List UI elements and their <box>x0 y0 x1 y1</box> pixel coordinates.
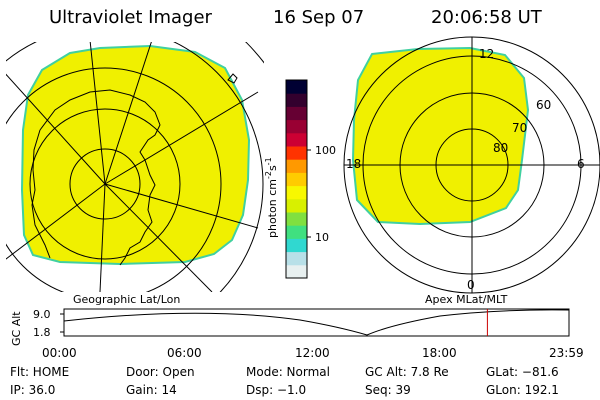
mag-auroral-image <box>351 46 530 226</box>
alt-ytick-high: 9.0 <box>33 308 51 321</box>
colorbar-cell <box>286 159 307 173</box>
mlat-label-60: 60 <box>536 98 551 112</box>
dsp-status: Dsp: −1.0 <box>246 383 307 397</box>
alt-xtick-0000: 00:00 <box>42 346 77 360</box>
alt-ylabel: GC Alt <box>10 311 23 346</box>
filter-status: Flt: HOME <box>10 365 70 379</box>
colorbar-cell <box>286 80 307 94</box>
geo-coastline <box>31 89 161 266</box>
colorbar-cell <box>286 106 307 121</box>
mlat-label-80: 80 <box>493 141 508 155</box>
colorbar-cell <box>286 212 307 226</box>
colorbar-cell <box>286 93 307 107</box>
altitude-curve <box>63 309 570 336</box>
colorbar-cell <box>286 132 307 147</box>
door-status: Door: Open <box>126 365 195 379</box>
alt-ytick-low: 1.8 <box>33 326 51 339</box>
glon-status: GLon: 192.1 <box>486 383 559 397</box>
ip-status: IP: 36.0 <box>10 383 56 397</box>
alt-xtick-0600: 06:00 <box>167 346 202 360</box>
colorbar-cell <box>286 198 307 213</box>
altitude-timeline: 9.0 1.8 GC Alt 00:00 06:00 12:00 18:00 2… <box>10 308 584 360</box>
time-label: 20:06:58 UT <box>431 7 542 28</box>
instrument-title: Ultraviolet Imager <box>49 7 212 28</box>
colorbar-cell <box>286 185 307 200</box>
mag-panel-label: Apex MLat/MLT <box>425 293 508 306</box>
mlt-label-0: 0 <box>467 278 475 292</box>
gc-alt-status: GC Alt: 7.8 Re <box>365 365 449 379</box>
colorbar: 100 10 photon cm-2s-1 <box>264 79 336 279</box>
colorbar-cell <box>286 225 307 239</box>
mlt-label-6: 6 <box>577 157 585 171</box>
colorbar-tick-100: 100 <box>315 144 336 157</box>
colorbar-tick-10: 10 <box>315 231 329 244</box>
glat-status: GLat: −81.6 <box>486 365 559 379</box>
colorbar-cell <box>286 119 307 134</box>
mlt-label-18: 18 <box>346 157 361 171</box>
colorbar-cell <box>286 264 307 279</box>
geo-panel-label: Geographic Lat/Lon <box>73 293 180 306</box>
alt-xtick-1800: 18:00 <box>422 346 457 360</box>
colorbar-cell <box>286 238 307 253</box>
mlat-label-70: 70 <box>512 121 527 135</box>
alt-xtick-1200: 12:00 <box>295 346 330 360</box>
seq-status: Seq: 39 <box>365 383 411 397</box>
geographic-panel <box>6 42 264 292</box>
colorbar-cell <box>286 146 307 160</box>
colorbar-cell <box>286 251 307 266</box>
alt-xtick-2359: 23:59 <box>549 346 584 360</box>
magnetic-panel: 12 0 18 6 80 70 60 <box>343 36 600 294</box>
mlt-label-12: 12 <box>479 47 494 61</box>
colorbar-axis-title: photon cm-2s-1 <box>264 157 279 238</box>
date-label: 16 Sep 07 <box>273 7 365 28</box>
colorbar-cell <box>286 172 307 187</box>
mode-status: Mode: Normal <box>246 365 330 379</box>
gain-status: Gain: 14 <box>126 383 177 397</box>
